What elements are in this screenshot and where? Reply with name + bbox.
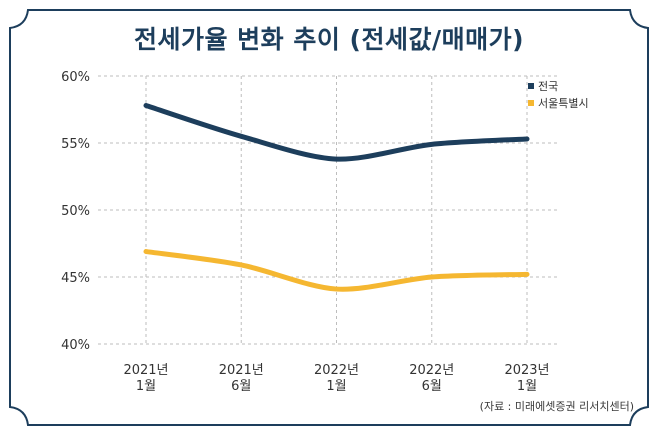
- chart-legend: 전국 서울특별시: [528, 77, 589, 111]
- x-tick-label-line: 2022년: [409, 363, 454, 378]
- y-tick-label: 45%: [61, 271, 90, 286]
- x-tick-label-line: 1월: [326, 379, 346, 394]
- y-tick-label: 40%: [61, 338, 90, 353]
- x-tick-label-line: 2022년: [314, 363, 359, 378]
- x-tick-label: 2022년 6월: [409, 363, 454, 394]
- x-tick-label-line: 2021년: [123, 363, 168, 378]
- y-tick-label: 55%: [61, 137, 90, 152]
- y-tick-label: 50%: [61, 204, 90, 219]
- legend-swatch-national: [528, 82, 534, 89]
- legend-item-seoul: 서울특별시: [528, 94, 589, 111]
- series-line-national: [143, 102, 530, 162]
- source-note: (자료 : 미래에셋증권 리서치센터): [479, 400, 634, 413]
- x-tick-label: 2021년 6월: [219, 363, 264, 394]
- chart-title: 전세가율 변화 추이 (전세값/매매가): [133, 25, 525, 54]
- x-tick-label-line: 1월: [517, 379, 537, 394]
- legend-label-national: 전국: [538, 79, 559, 93]
- legend-item-national: 전국: [528, 77, 589, 94]
- legend-swatch-seoul: [528, 99, 534, 106]
- x-tick-label-line: 1월: [136, 379, 156, 394]
- x-tick-label-line: 6월: [422, 379, 442, 394]
- y-tick-label: 60%: [61, 70, 90, 85]
- x-tick-label: 2021년 1월: [123, 363, 168, 394]
- x-tick-label-line: 2023년: [504, 363, 549, 378]
- x-tick-label: 2023년 1월: [504, 363, 549, 394]
- x-tick-label-line: 2021년: [219, 363, 264, 378]
- series-line-seoul: [143, 249, 530, 292]
- legend-label-seoul: 서울특별시: [538, 96, 589, 110]
- x-tick-label: 2022년 1월: [314, 363, 359, 394]
- x-tick-label-line: 6월: [231, 379, 251, 394]
